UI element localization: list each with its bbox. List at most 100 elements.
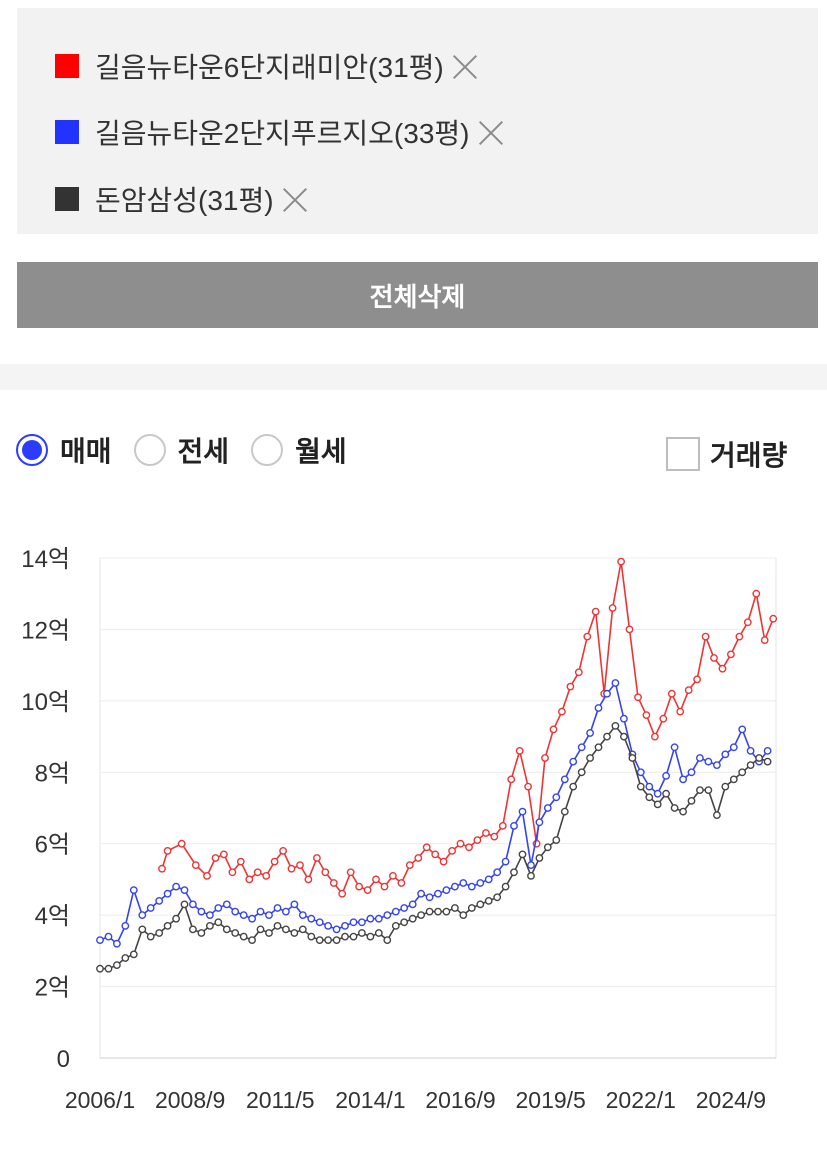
data-point (163, 846, 172, 855)
data-point (620, 714, 628, 723)
data-point (450, 882, 459, 891)
data-point (552, 836, 561, 844)
compare-item-label: 돈암삼성(31평) (95, 185, 274, 216)
compare-item-label: 길음뉴타운2단지푸르지오(33평) (95, 118, 470, 149)
data-point (307, 914, 316, 923)
radio-circle-icon (16, 434, 48, 466)
section-divider (0, 364, 827, 390)
data-point (332, 925, 341, 934)
data-point (205, 911, 214, 919)
data-point (129, 950, 138, 959)
legend-swatch-blue (55, 120, 79, 144)
compare-list: 길음뉴타운6단지래미안(31평) 길음뉴타운2단지푸르지오(33평) 돈암삼성(… (17, 8, 818, 234)
x-tick-label: 2006/1 (65, 1087, 135, 1113)
data-point (296, 861, 304, 869)
data-point (653, 800, 662, 809)
data-point (611, 679, 620, 687)
radio-jeonse[interactable]: 전세 (133, 430, 229, 470)
data-point (687, 768, 696, 777)
data-point (158, 864, 166, 873)
data-point (484, 896, 493, 905)
data-point (265, 929, 273, 937)
data-point (696, 754, 704, 762)
data-point (188, 900, 197, 909)
data-point (467, 904, 476, 912)
remove-icon[interactable] (450, 51, 480, 81)
data-point (763, 757, 772, 766)
data-point (315, 918, 324, 927)
data-point (569, 782, 578, 791)
data-point (391, 907, 400, 916)
radio-label: 월세 (295, 436, 347, 467)
data-point (543, 843, 552, 852)
data-point (315, 936, 324, 944)
data-point (104, 932, 113, 941)
data-point (659, 714, 668, 723)
data-point (484, 875, 493, 884)
data-point (372, 875, 380, 884)
radio-monthly-rent[interactable]: 월세 (251, 430, 347, 470)
data-point (439, 857, 448, 866)
data-point (566, 682, 575, 691)
data-point (338, 889, 347, 898)
data-point (704, 786, 713, 794)
data-point (146, 904, 155, 912)
data-point (704, 757, 713, 766)
data-point (349, 918, 358, 927)
data-point (222, 925, 231, 934)
data-point (205, 921, 214, 930)
legend-swatch-black (55, 187, 79, 211)
data-point (180, 886, 189, 894)
data-point (357, 929, 366, 937)
y-tick-label: 2억 (35, 975, 70, 1002)
data-point (448, 846, 456, 855)
data-point (586, 754, 594, 762)
remove-icon[interactable] (476, 117, 506, 147)
data-point (628, 754, 637, 762)
y-tick-label: 6억 (35, 832, 70, 859)
data-point (191, 861, 200, 869)
data-point (560, 775, 569, 784)
data-point (476, 879, 485, 887)
data-point (113, 939, 121, 948)
data-point (391, 921, 400, 930)
data-point (341, 921, 349, 930)
data-point (465, 843, 473, 852)
volume-checkbox[interactable]: 거래량 (666, 434, 787, 474)
data-point (662, 789, 670, 798)
data-point (324, 921, 332, 930)
compare-item: 길음뉴타운6단지래미안(31평) (55, 46, 480, 86)
data-point (211, 854, 220, 862)
data-point (383, 911, 392, 919)
data-point (239, 932, 248, 941)
radio-sale[interactable]: 매매 (16, 430, 112, 470)
data-point (645, 793, 654, 802)
data-point (501, 882, 510, 891)
data-point (738, 725, 747, 734)
data-point (667, 689, 676, 698)
data-point (197, 907, 206, 916)
y-tick-label: 0 (57, 1046, 70, 1073)
data-point (679, 807, 687, 816)
data-point (693, 675, 701, 684)
data-point (332, 936, 341, 944)
y-tick-label: 12억 (21, 617, 70, 644)
data-point (298, 925, 307, 934)
data-point (321, 868, 330, 877)
data-point (357, 918, 366, 927)
data-point (104, 964, 113, 973)
data-point (273, 921, 282, 930)
data-point (543, 804, 552, 812)
remove-icon[interactable] (280, 184, 310, 214)
data-point (380, 882, 389, 891)
data-point (312, 854, 321, 862)
data-point (256, 907, 265, 916)
radio-circle-icon (133, 434, 166, 466)
data-point (256, 925, 265, 934)
data-point (501, 857, 510, 866)
data-point (355, 882, 363, 891)
data-point (746, 761, 755, 770)
clear-all-button[interactable]: 전체삭제 (17, 262, 818, 328)
data-point (527, 871, 535, 880)
data-point (388, 871, 397, 880)
